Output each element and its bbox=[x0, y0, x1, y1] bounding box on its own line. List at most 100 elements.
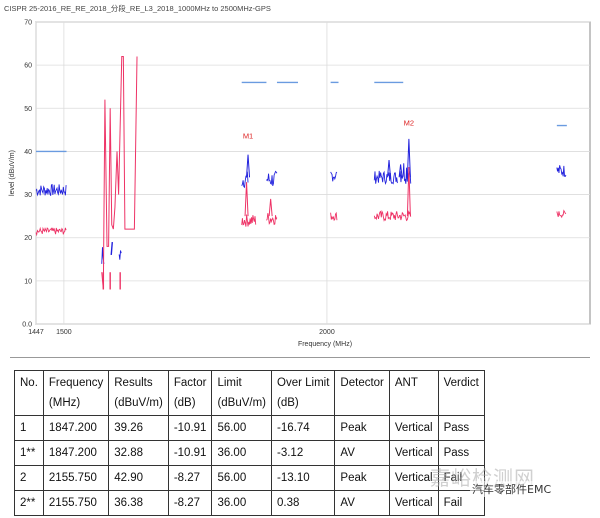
limit-layer bbox=[36, 81, 567, 153]
table-cell: 2 bbox=[14, 465, 44, 491]
table-cell: Vertical bbox=[388, 465, 439, 491]
table-cell: Peak bbox=[334, 465, 390, 491]
table-cell: 2** bbox=[14, 490, 44, 516]
table-cell: -10.91 bbox=[167, 415, 213, 441]
y-axis-label: level (dBuV/m) bbox=[9, 150, 16, 196]
chart-title: CISPR 25-2016_RE_RE_2018_分段_RE_L3_2018_1… bbox=[4, 4, 271, 13]
table-cell: AV bbox=[334, 490, 390, 516]
marker-label: M1 bbox=[243, 131, 253, 140]
peak-trace bbox=[556, 165, 567, 177]
column-header-unit: (dBuV/m) bbox=[217, 397, 267, 409]
peak-spike bbox=[406, 138, 411, 178]
table-cell: 0.38 bbox=[271, 490, 336, 516]
column-header-title: Factor bbox=[173, 377, 207, 389]
column-header: ANT bbox=[388, 370, 439, 416]
table-cell: -10.91 bbox=[167, 440, 213, 466]
table-cell: AV bbox=[334, 440, 390, 466]
table-row: 2 2155.750 42.90 -8.27 56.00 -13.10 Peak Vertic… bbox=[14, 465, 485, 491]
column-header: Results (dBuV/m) bbox=[108, 370, 169, 416]
table-cell: 1847.200 bbox=[42, 415, 110, 441]
column-header-unit: (dB) bbox=[277, 397, 299, 409]
y-tick-label: 0.0 bbox=[22, 322, 32, 329]
peak-trace bbox=[118, 250, 122, 260]
av-trace-layer bbox=[35, 56, 567, 290]
watermark-badge: 汽车零部件EMC bbox=[470, 481, 554, 497]
peak-trace bbox=[373, 170, 398, 185]
table-cell: -8.27 bbox=[167, 465, 213, 491]
column-header-unit: (dB) bbox=[173, 397, 196, 409]
column-header: Frequency (MHz) bbox=[42, 370, 110, 416]
column-header-title: Verdict bbox=[443, 377, 479, 389]
table-cell: -8.27 bbox=[167, 490, 213, 516]
x-axis-label: Frequency (MHz) bbox=[298, 341, 352, 348]
av-trace bbox=[241, 214, 257, 227]
peak-trace bbox=[330, 171, 338, 182]
table-cell: 1847.200 bbox=[42, 440, 110, 466]
column-header-unit bbox=[20, 393, 38, 413]
table-cell: 1 bbox=[14, 415, 44, 441]
y-tick-label: 40 bbox=[24, 149, 32, 156]
emission-chart: CISPR 25-2016_RE_RE_2018_分段_RE_L3_2018_1… bbox=[4, 4, 591, 349]
column-header-unit bbox=[340, 393, 383, 413]
results-table: No. Frequency (MHz) Results (dBuV/m) Factor (… bbox=[14, 370, 485, 516]
peak-segment bbox=[110, 241, 113, 256]
chart-svg: M1 M2 0.0 10 20 30 40 50 60 70 1447 1500 2000 Freque… bbox=[9, 20, 591, 349]
y-tick-label: 30 bbox=[24, 192, 32, 199]
column-header-title: ANT bbox=[394, 377, 418, 389]
av-trace bbox=[373, 209, 412, 222]
marker-label: M2 bbox=[404, 119, 414, 128]
table-cell: 36.38 bbox=[108, 490, 169, 516]
table-cell: Vertical bbox=[388, 415, 439, 441]
column-header: Verdict bbox=[437, 370, 485, 416]
table-cell: 32.88 bbox=[108, 440, 169, 466]
column-header: No. bbox=[14, 370, 44, 416]
av-trace bbox=[35, 226, 67, 237]
peak-trace-layer bbox=[35, 138, 567, 265]
table-cell: Vertical bbox=[388, 490, 439, 516]
column-header-title: Results bbox=[114, 377, 153, 389]
av-spike bbox=[406, 167, 411, 217]
peak-spike bbox=[387, 160, 392, 178]
av-trace bbox=[101, 56, 138, 290]
marker-layer: M1 M2 bbox=[243, 119, 414, 141]
av-spike bbox=[244, 182, 249, 217]
axis-layer: 0.0 10 20 30 40 50 60 70 1447 1500 2000 Frequency (… bbox=[9, 20, 352, 349]
column-header: Factor (dB) bbox=[167, 370, 213, 416]
y-tick-label: 20 bbox=[24, 235, 32, 242]
table-body: 1 1847.200 39.26 -10.91 56.00 -16.74 Peak Verti… bbox=[14, 415, 485, 516]
table-header-row: No. Frequency (MHz) Results (dBuV/m) Factor (… bbox=[14, 370, 485, 416]
peak-spike bbox=[398, 164, 403, 178]
section-divider bbox=[10, 357, 590, 358]
column-header-unit bbox=[395, 393, 433, 413]
x-tick-label: 1447 bbox=[28, 329, 44, 336]
table-row: 2** 2155.750 36.38 -8.27 36.00 0.38 AV Vertical… bbox=[14, 490, 485, 516]
peak-trace bbox=[35, 183, 67, 197]
column-header: Over Limit (dB) bbox=[271, 370, 336, 416]
table-cell: 1** bbox=[14, 440, 44, 466]
table-cell: Vertical bbox=[388, 440, 439, 466]
av-trace bbox=[330, 211, 338, 222]
column-header-unit: (dBuV/m) bbox=[114, 397, 163, 409]
table-cell: 56.00 bbox=[211, 465, 273, 491]
table-cell: -13.10 bbox=[271, 465, 336, 491]
table-cell: Peak bbox=[334, 415, 390, 441]
peak-trace bbox=[266, 170, 278, 186]
grid-layer bbox=[35, 21, 591, 325]
y-tick-label: 60 bbox=[24, 63, 32, 70]
av-trace bbox=[266, 213, 278, 226]
table-cell: Pass bbox=[437, 415, 485, 441]
table-cell: -3.12 bbox=[271, 440, 336, 466]
y-tick-label: 50 bbox=[24, 106, 32, 113]
x-tick-label: 1500 bbox=[56, 329, 72, 336]
x-tick-label: 2000 bbox=[319, 329, 335, 336]
column-header-title: Frequency bbox=[48, 377, 104, 389]
table-cell: 36.00 bbox=[211, 440, 273, 466]
y-tick-label: 70 bbox=[24, 20, 32, 27]
av-trace bbox=[556, 209, 567, 219]
column-header: Detector bbox=[334, 370, 390, 416]
column-header-unit: (MHz) bbox=[48, 397, 81, 409]
column-header-title: Limit bbox=[217, 377, 242, 389]
y-tick-label: 10 bbox=[24, 278, 32, 285]
peak-spike bbox=[246, 154, 251, 178]
column-header: Limit (dBuV/m) bbox=[211, 370, 273, 416]
